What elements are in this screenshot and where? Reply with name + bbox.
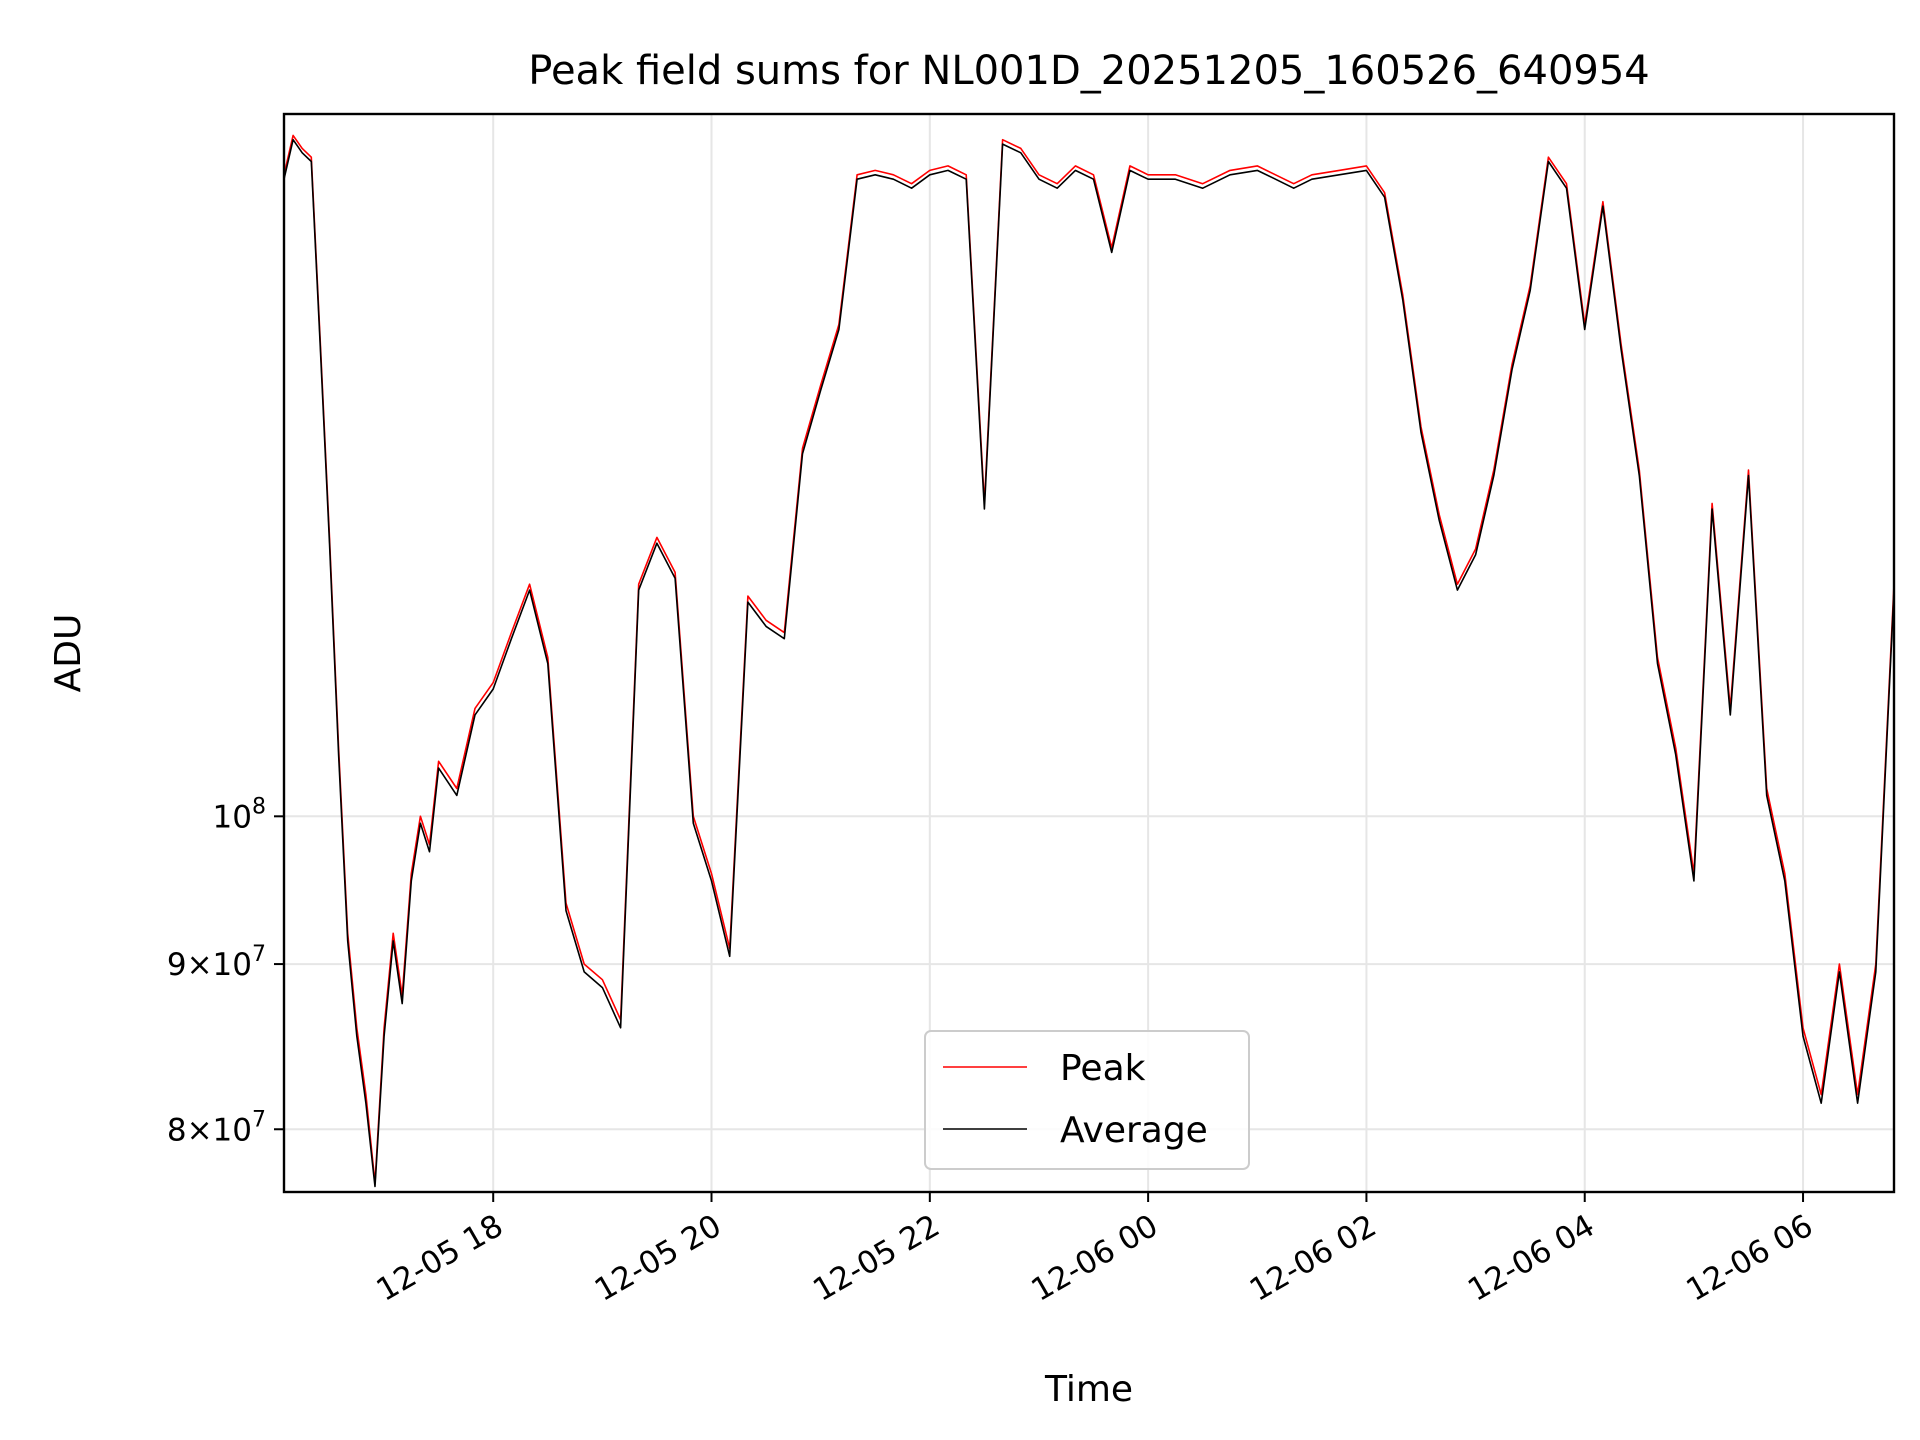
- y-tick-label: 8×107: [167, 1107, 266, 1148]
- x-tick-label: 12-05 20: [589, 1208, 728, 1309]
- x-axis-ticks: 12-05 18 12-05 20 12-05 22 12-06 00 12-06 02…: [370, 1192, 1819, 1309]
- series-line-peak: [283, 134, 1895, 1184]
- chart-title: Peak field sums for NL001D_20251205_1605…: [528, 48, 1649, 94]
- x-tick-label: 12-06 04: [1462, 1208, 1601, 1309]
- y-tick-label: 9×107: [167, 942, 266, 983]
- y-axis-label: ADU: [48, 614, 89, 693]
- x-tick-label: 12-06 00: [1025, 1208, 1164, 1309]
- y-axis-ticks: 8×107 9×107 108: [167, 794, 284, 1148]
- series-line-average: [283, 138, 1895, 1188]
- legend: Peak Average: [924, 1030, 1250, 1170]
- y-tick-label: 108: [213, 794, 266, 835]
- x-axis-label: Time: [1044, 1369, 1133, 1410]
- x-tick-label: 12-05 18: [370, 1208, 509, 1309]
- grid-layer: [284, 114, 1894, 1192]
- plot-frame: [282, 112, 1896, 1194]
- x-tick-label: 12-05 22: [807, 1208, 946, 1309]
- legend-label-peak: Peak: [1060, 1048, 1146, 1089]
- legend-label-average: Average: [1060, 1110, 1208, 1151]
- x-tick-label: 12-06 02: [1244, 1208, 1383, 1309]
- legend-box: [924, 1030, 1250, 1170]
- x-tick-label: 12-06 06: [1680, 1208, 1819, 1309]
- series-layer: [283, 134, 1895, 1188]
